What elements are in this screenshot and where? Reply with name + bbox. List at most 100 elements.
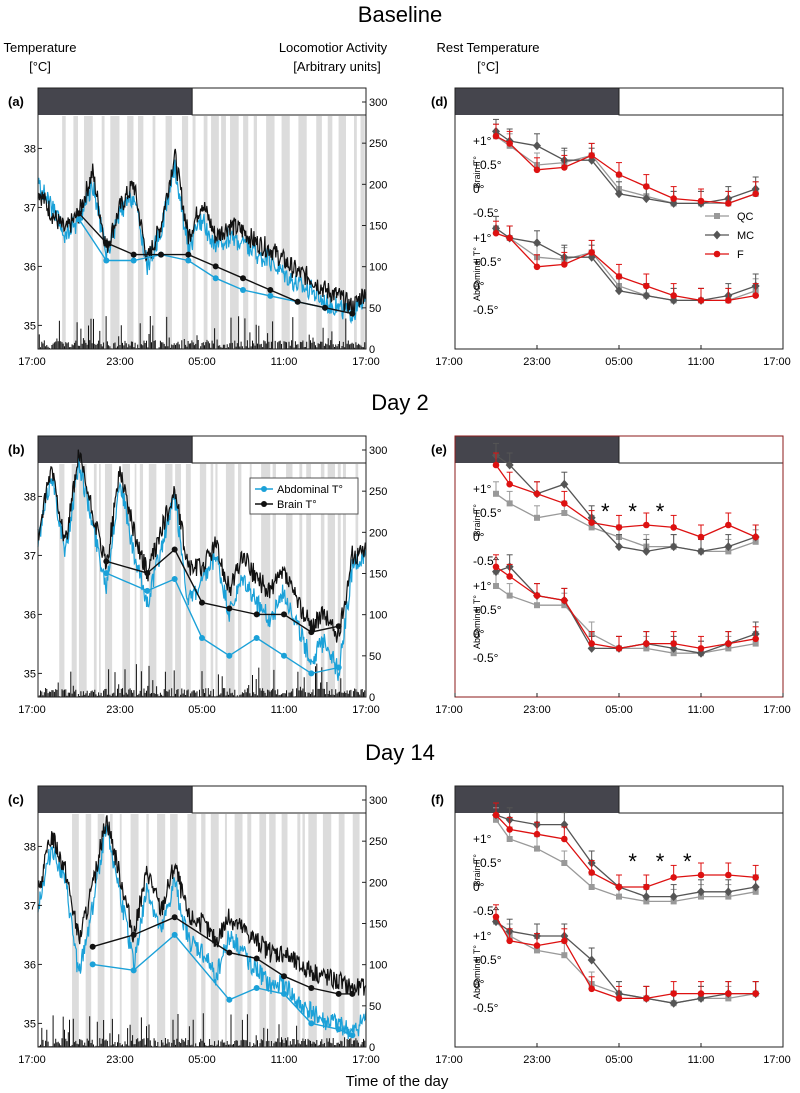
abdominal-offset-label: +0.5° [473,255,502,269]
brain-f-point [588,869,595,876]
brain-qc-point [725,893,732,900]
rest-period-shade [71,464,77,697]
abdominal-f-point [561,261,568,268]
x-tick-label: 11:00 [271,704,298,716]
x-tick-label: 17:00 [435,704,463,716]
abdominal-mc-line [495,566,756,654]
x-tick-label: 17:00 [763,356,791,368]
abdominal-qc-point [506,592,513,599]
rest-period-shade [342,464,346,697]
brain-mean-point [281,973,287,980]
brain-mean-point [281,611,287,618]
y-tick-label: 36 [24,261,36,273]
brain-mc-point [615,542,623,552]
y2-tick-label: 300 [369,97,387,109]
abdominal-f-point [492,913,500,921]
brain-qc-point [752,538,759,545]
brain-f-point [697,533,705,541]
brain-mean-point [226,605,233,612]
plot-frame [454,435,784,698]
temperature-unit: [°C] [29,59,51,74]
brain-mean-point [130,931,137,938]
legend-marker [714,213,720,219]
rest-period-shade [72,814,79,1047]
brain-mc-point [669,542,678,552]
panel-a: 35 36 37 38 0 50 100 150 200 250 300 17:00 23:00 05:0… [8,87,387,368]
brain-qc-point [561,510,568,516]
y-tick-label: 38 [24,143,36,155]
y-tick-label: 37 [24,550,36,562]
abdominal-mc-point [587,955,596,965]
y2-tick-label: 300 [369,445,387,457]
x-tick-label: 17:00 [18,356,46,368]
x-tick-label: 17:00 [435,356,463,368]
rest-period-shade [306,464,312,697]
abdominal-qc-point [534,947,540,954]
abdominal-f-point [533,592,541,599]
abdominal-group-label: Abdominal T° [472,247,482,301]
abdominal-qc-point [643,645,650,652]
x-tick-label: 17:00 [763,704,791,716]
brain-group-label: Brain T° [472,504,482,537]
y2-tick-label: 250 [369,138,387,150]
rest-period-shade [234,814,243,1047]
abdominal-mean-point [76,216,82,223]
abdominal-temperature-trace [37,457,367,681]
rest-period-shade [338,814,345,1047]
brain-mean-point [294,298,301,305]
night-bar [38,88,193,115]
y-tick-label: 35 [24,1018,36,1030]
rest-period-shade [78,464,87,697]
brain-mean-point [335,990,342,997]
abdominal-f-point [752,292,759,299]
abdominal-f-point [725,990,732,997]
abdominal-f-point [492,229,500,237]
abdominal-f-point [670,990,677,997]
brain-f-point [643,183,650,190]
rest-period-shade [253,116,257,349]
brain-mean-point [308,629,315,636]
rest-period-shade [165,116,172,349]
rest-period-shade [225,464,235,697]
rest-period-shade [199,464,207,697]
rest-period-shade [247,814,252,1047]
night-bar [455,786,619,813]
rest-period-shade [327,464,336,697]
brain-f-point [561,164,568,171]
brain-mean-point [226,949,233,956]
x-tick-label: 11:00 [688,356,715,368]
brain-mc-point [724,887,733,897]
y2-tick-label: 250 [369,836,387,848]
abdominal-f-point [725,297,732,304]
significance-star: * [656,849,665,874]
rest-period-shade [59,464,65,697]
abdominal-mc-point [615,286,623,296]
rest-period-shade [185,464,191,697]
x-tick-label: 17:00 [18,1054,46,1066]
abdominal-mean-point [103,257,110,264]
significance-star: * [601,499,610,524]
rest-period-shade [352,814,360,1047]
rest-period-shade [338,116,346,349]
rest-period-shade [298,116,307,349]
brain-f-point [697,871,705,879]
brain-f-point [670,195,677,202]
brain-f-line [495,464,756,538]
abdominal-f-point [506,573,513,580]
abdominal-mean-point [144,587,151,594]
x-tick-label: 17:00 [763,1054,791,1066]
rest-period-shade [327,116,333,349]
abdominal-mean-point [281,652,287,659]
brain-temperature-trace [37,148,367,316]
panel-e: +1° +1° +0.5° +0.5° 0° 0° -0.5° -0.5° Brain T° Ab… [431,435,791,716]
rest-period-shade [249,464,252,697]
y-tick-label: 37 [24,202,36,214]
abdominal-qc-point [561,952,568,959]
y2-tick-label: 50 [369,1001,381,1013]
rest-period-shade [322,814,332,1047]
abdominal-qc-point [670,650,677,657]
abdominal-f-line [495,916,756,1000]
panel-b: 35 36 37 38 0 50 100 150 200 250 300 17:00 23:00 05:0… [8,435,387,716]
brain-mean-point [144,570,151,577]
y2-tick-label: 50 [369,651,381,663]
